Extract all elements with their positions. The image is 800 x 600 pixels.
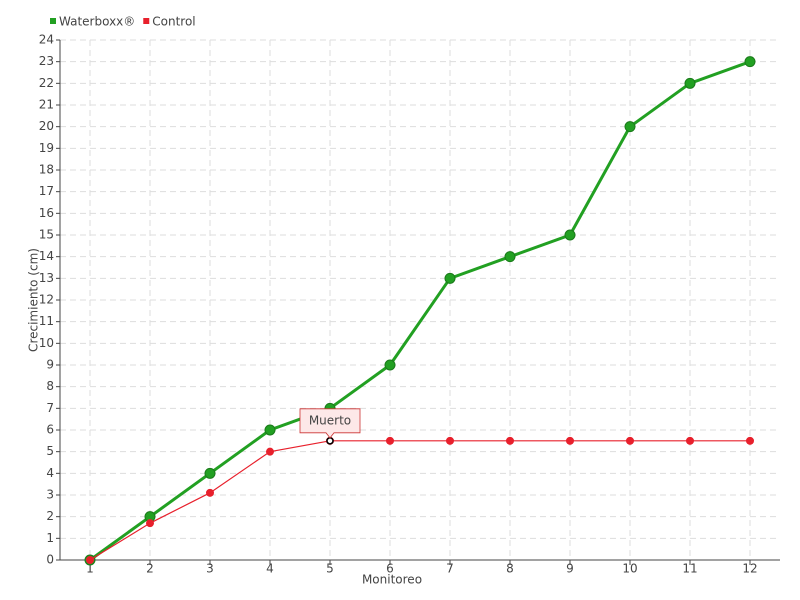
- y-tick-label: 6: [46, 423, 54, 437]
- y-tick-label: 24: [39, 33, 54, 47]
- y-tick-label: 1: [46, 531, 54, 545]
- x-tick-label: 7: [446, 562, 454, 576]
- x-tick-label: 2: [146, 562, 154, 576]
- y-tick-label: 22: [39, 76, 54, 90]
- data-point: [566, 436, 574, 445]
- y-tick-label: 16: [39, 206, 54, 220]
- x-tick-label: 11: [682, 562, 697, 576]
- data-point: [264, 424, 276, 436]
- legend-label: Waterboxx®: [59, 15, 135, 29]
- y-tick-label: 23: [39, 54, 54, 68]
- y-tick-label: 17: [39, 184, 54, 198]
- y-tick-label: 7: [46, 401, 54, 415]
- y-tick-label: 9: [46, 358, 54, 372]
- y-tick-label: 15: [39, 228, 54, 242]
- legend-swatch: [143, 18, 150, 24]
- x-tick-label: 9: [566, 562, 574, 576]
- annotation-text: Muerto: [309, 413, 351, 427]
- y-tick-label: 5: [46, 444, 54, 458]
- data-point: [446, 436, 454, 445]
- y-tick-label: 4: [46, 466, 54, 480]
- y-tick-label: 8: [46, 379, 54, 393]
- data-point: [744, 56, 756, 68]
- data-point: [624, 121, 636, 133]
- data-point: [504, 251, 516, 263]
- data-point: [384, 359, 396, 371]
- legend-swatch: [50, 18, 56, 24]
- y-tick-label: 2: [46, 509, 54, 523]
- data-point: [444, 272, 456, 284]
- data-point: [206, 488, 214, 497]
- data-point: [386, 436, 394, 445]
- annotation-point: [326, 437, 334, 445]
- y-tick-label: 11: [39, 314, 54, 328]
- y-tick-label: 18: [39, 163, 54, 177]
- y-tick-label: 12: [39, 293, 54, 307]
- x-tick-label: 1: [86, 562, 94, 576]
- data-point: [86, 556, 94, 564]
- x-tick-label: 5: [326, 562, 334, 576]
- x-tick-label: 6: [386, 562, 394, 576]
- y-tick-label: 13: [39, 271, 54, 285]
- y-tick-label: 19: [39, 141, 54, 155]
- data-point: [266, 447, 274, 456]
- data-point: [146, 519, 154, 528]
- data-point: [684, 77, 696, 89]
- y-tick-label: 3: [46, 488, 54, 502]
- y-tick-label: 21: [39, 98, 54, 112]
- data-point: [204, 467, 216, 479]
- data-point: [626, 436, 634, 445]
- x-tick-label: 3: [206, 562, 214, 576]
- x-tick-label: 10: [622, 562, 637, 576]
- data-point: [564, 229, 576, 241]
- x-tick-label: 12: [742, 562, 757, 576]
- data-point: [686, 436, 694, 445]
- series-line: [89, 440, 750, 561]
- y-tick-label: 10: [39, 336, 54, 350]
- annotation-box: [299, 408, 361, 439]
- series-line: [89, 60, 751, 562]
- x-axis-label: Monitoreo: [362, 573, 422, 587]
- x-tick-label: 4: [266, 562, 274, 576]
- y-tick-label: 0: [46, 553, 54, 567]
- y-tick-label: 14: [39, 249, 54, 263]
- legend-label: Control: [152, 15, 195, 29]
- data-point: [506, 436, 514, 445]
- y-tick-label: 20: [39, 119, 54, 133]
- x-tick-label: 8: [506, 562, 514, 576]
- y-axis-label: Crecimiento (cm): [27, 248, 41, 352]
- data-point: [746, 436, 754, 445]
